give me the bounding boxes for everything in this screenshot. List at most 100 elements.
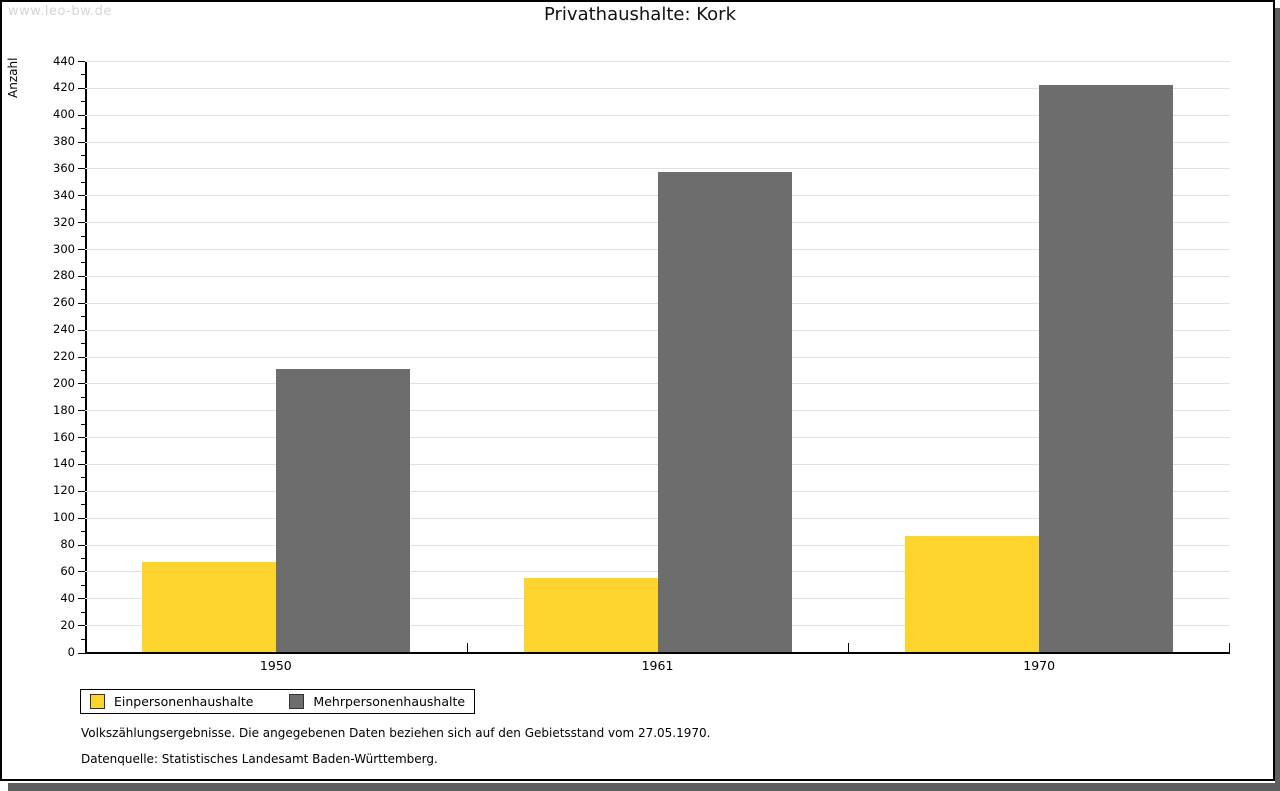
frame-shadow-bottom — [8, 783, 1280, 791]
x-boundary-tick — [848, 643, 850, 652]
y-minor-tick — [81, 450, 85, 452]
y-tick-label: 440 — [53, 53, 75, 68]
footnote-source-note: Volkszählungsergebnisse. Die angegebenen… — [81, 726, 711, 740]
gridline — [85, 61, 1230, 62]
y-major-tick — [78, 652, 85, 654]
chart-title: Privathaushalte: Kork — [543, 4, 736, 25]
y-minor-tick — [81, 477, 85, 479]
y-axis-line — [85, 61, 87, 654]
y-tick-label: 380 — [53, 134, 75, 149]
y-tick-label: 20 — [60, 617, 75, 632]
y-minor-tick — [81, 235, 85, 237]
y-minor-tick — [81, 531, 85, 533]
y-tick-label: 200 — [53, 375, 75, 390]
y-tick-label: 360 — [53, 160, 75, 175]
y-tick-label: 340 — [53, 187, 75, 202]
y-major-tick — [78, 383, 85, 385]
bar-mehrpersonenhaushalte-1961 — [657, 172, 792, 652]
x-tick-label: 1961 — [641, 658, 674, 673]
y-major-tick — [78, 463, 85, 465]
bar-mehrpersonenhaushalte-1950 — [275, 368, 410, 652]
y-minor-tick — [81, 262, 85, 264]
y-minor-tick — [81, 423, 85, 425]
bar-einpersonenhaushalte-1961 — [523, 578, 658, 652]
y-major-tick — [78, 625, 85, 627]
y-major-tick — [78, 195, 85, 197]
y-tick-label: 140 — [53, 456, 75, 471]
y-minor-tick — [81, 128, 85, 130]
y-minor-tick — [81, 316, 85, 318]
y-major-tick — [78, 168, 85, 170]
y-major-tick — [78, 356, 85, 358]
y-major-tick — [78, 517, 85, 519]
y-tick-label: 320 — [53, 214, 75, 229]
gridline — [85, 141, 1230, 143]
legend-item-einpersonenhaushalte: Einpersonenhaushalte — [90, 694, 253, 709]
gridline — [85, 114, 1230, 116]
y-tick-label: 300 — [53, 241, 75, 256]
bar-einpersonenhaushalte-1970 — [905, 536, 1040, 652]
y-tick-label: 60 — [60, 563, 75, 578]
y-tick-label: 40 — [60, 590, 75, 605]
x-axis-end-tick — [1229, 643, 1230, 652]
bar-mehrpersonenhaushalte-1970 — [1039, 85, 1174, 652]
y-tick-label: 100 — [53, 510, 75, 525]
y-tick-label: 80 — [60, 537, 75, 552]
legend-swatch-einpersonenhaushalte — [90, 694, 105, 709]
y-major-tick — [78, 437, 85, 439]
gridline — [85, 168, 1230, 170]
legend: Einpersonenhaushalte Mehrpersonenhaushalt… — [80, 689, 476, 714]
y-major-tick — [78, 544, 85, 546]
y-major-tick — [78, 249, 85, 251]
legend-label: Mehrpersonenhaushalte — [313, 694, 466, 709]
y-tick-label: 420 — [53, 80, 75, 95]
gridline — [85, 87, 1230, 89]
legend-swatch-mehrpersonenhaushalte — [289, 694, 305, 709]
y-minor-tick — [81, 369, 85, 371]
y-major-tick — [78, 61, 85, 62]
frame-shadow-right — [1275, 8, 1280, 783]
y-major-tick — [78, 329, 85, 331]
footnote-data-source: Datenquelle: Statistisches Landesamt Bad… — [81, 752, 438, 766]
y-minor-tick — [81, 208, 85, 210]
y-minor-tick — [81, 396, 85, 398]
y-minor-tick — [81, 557, 85, 559]
y-major-tick — [78, 571, 85, 573]
y-major-tick — [78, 275, 85, 277]
y-tick-label: 400 — [53, 107, 75, 122]
y-minor-tick — [81, 181, 85, 183]
y-minor-tick — [81, 289, 85, 291]
plot-area: 0 20 40 60 80 100 120 140 160 180 200 220 240 260 280 3… — [53, 54, 1230, 673]
y-major-tick — [78, 490, 85, 492]
watermark: www.leo-bw.de — [8, 4, 112, 19]
legend-item-mehrpersonenhaushalte: Mehrpersonenhaushalte — [289, 694, 465, 709]
y-major-tick — [78, 302, 85, 304]
x-tick-label: 1950 — [259, 658, 292, 673]
y-major-tick — [78, 222, 85, 224]
y-major-tick — [78, 114, 85, 116]
y-tick-label: 160 — [53, 429, 75, 444]
y-tick-label: 260 — [53, 295, 75, 310]
y-tick-label: 120 — [53, 483, 75, 498]
y-minor-tick — [81, 504, 85, 506]
y-minor-tick — [81, 74, 85, 76]
y-major-tick — [78, 410, 85, 412]
y-major-tick — [78, 598, 85, 600]
bar-einpersonenhaushalte-1950 — [141, 562, 276, 652]
y-tick-label: 180 — [53, 402, 75, 417]
y-tick-label: 240 — [53, 322, 75, 337]
y-axis-title: Anzahl — [6, 57, 20, 98]
y-minor-tick — [81, 101, 85, 103]
y-major-tick — [78, 141, 85, 143]
x-boundary-tick — [466, 643, 468, 652]
y-minor-tick — [81, 584, 85, 586]
legend-label: Einpersonenhaushalte — [114, 694, 254, 709]
y-tick-label: 220 — [53, 349, 75, 363]
y-minor-tick — [81, 155, 85, 157]
y-tick-label: 280 — [53, 268, 75, 283]
y-tick-label: 0 — [67, 644, 75, 659]
y-minor-tick — [81, 611, 85, 613]
x-axis-line — [85, 652, 1230, 654]
y-minor-tick — [81, 343, 85, 345]
y-minor-tick — [81, 638, 85, 640]
